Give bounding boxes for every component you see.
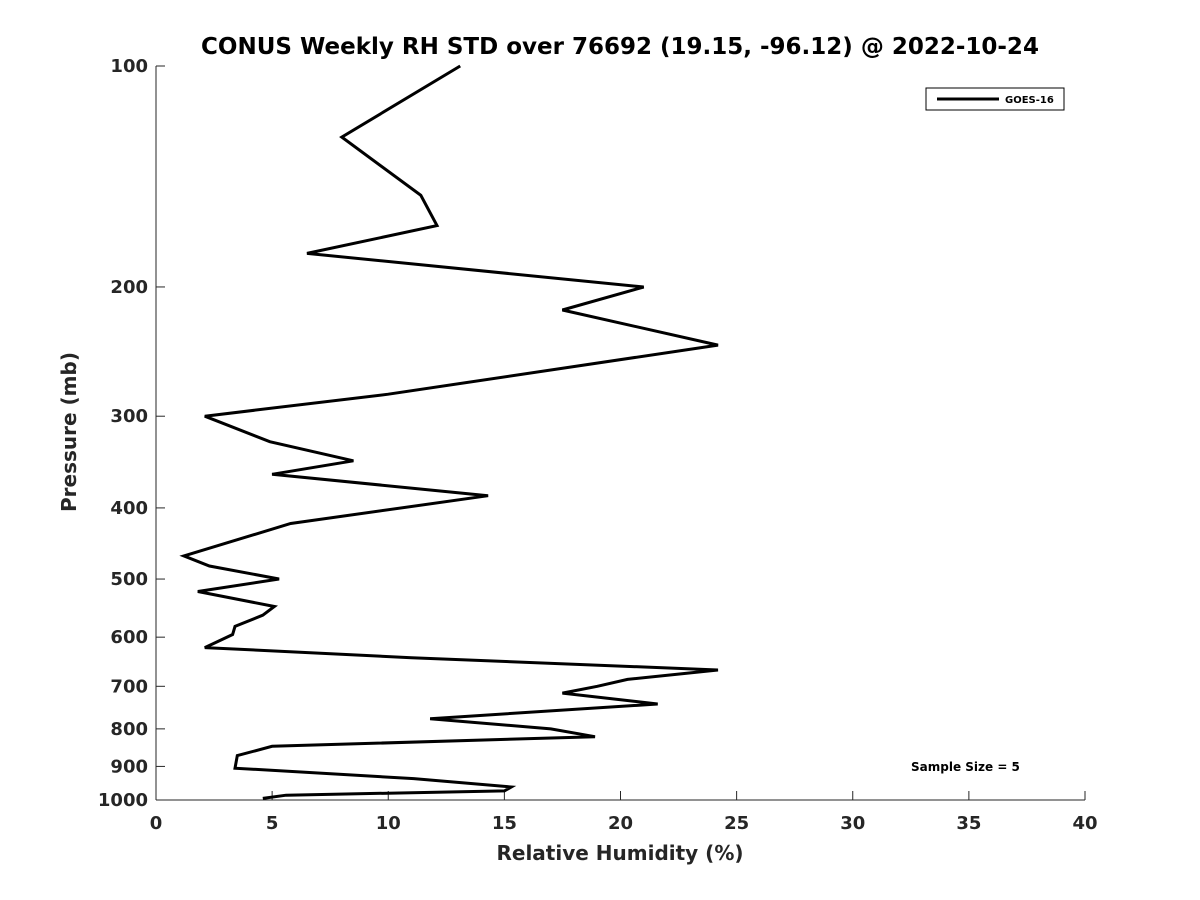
y-tick-label: 800 xyxy=(110,719,148,740)
y-tick-label: 600 xyxy=(110,627,148,648)
x-tick-label: 5 xyxy=(266,813,279,834)
y-tick-label: 700 xyxy=(110,676,148,697)
x-tick-label: 20 xyxy=(608,813,633,834)
x-tick-label: 15 xyxy=(492,813,517,834)
x-tick-label: 35 xyxy=(956,813,981,834)
x-axis-ticks: 0 5 10 15 20 25 30 35 40 xyxy=(150,791,1098,834)
y-tick-label: 200 xyxy=(110,277,148,298)
y-tick-label: 300 xyxy=(110,406,148,427)
x-tick-label: 25 xyxy=(724,813,749,834)
y-axis-ticks: 100 200 300 400 500 600 700 800 900 1000 xyxy=(98,56,165,811)
y-tick-label: 400 xyxy=(110,498,148,519)
y-tick-label: 500 xyxy=(110,569,148,590)
y-tick-label: 900 xyxy=(110,756,148,777)
chart-title: CONUS Weekly RH STD over 76692 (19.15, -… xyxy=(201,34,1039,60)
y-axis-label: Pressure (mb) xyxy=(57,352,81,512)
x-tick-label: 10 xyxy=(376,813,401,834)
y-tick-label: 100 xyxy=(110,56,148,77)
series-group xyxy=(179,64,719,800)
x-tick-label: 0 xyxy=(150,813,163,834)
y-tick-label: 1000 xyxy=(98,790,148,811)
sample-size-annotation: Sample Size = 5 xyxy=(911,760,1020,774)
x-tick-label: 40 xyxy=(1072,813,1097,834)
axes xyxy=(155,66,1085,801)
legend-label: GOES-16 xyxy=(1005,95,1054,106)
x-axis-label: Relative Humidity (%) xyxy=(496,841,743,865)
x-tick-label: 30 xyxy=(840,813,865,834)
series-line xyxy=(179,64,719,800)
legend: GOES-16 xyxy=(925,87,1065,111)
